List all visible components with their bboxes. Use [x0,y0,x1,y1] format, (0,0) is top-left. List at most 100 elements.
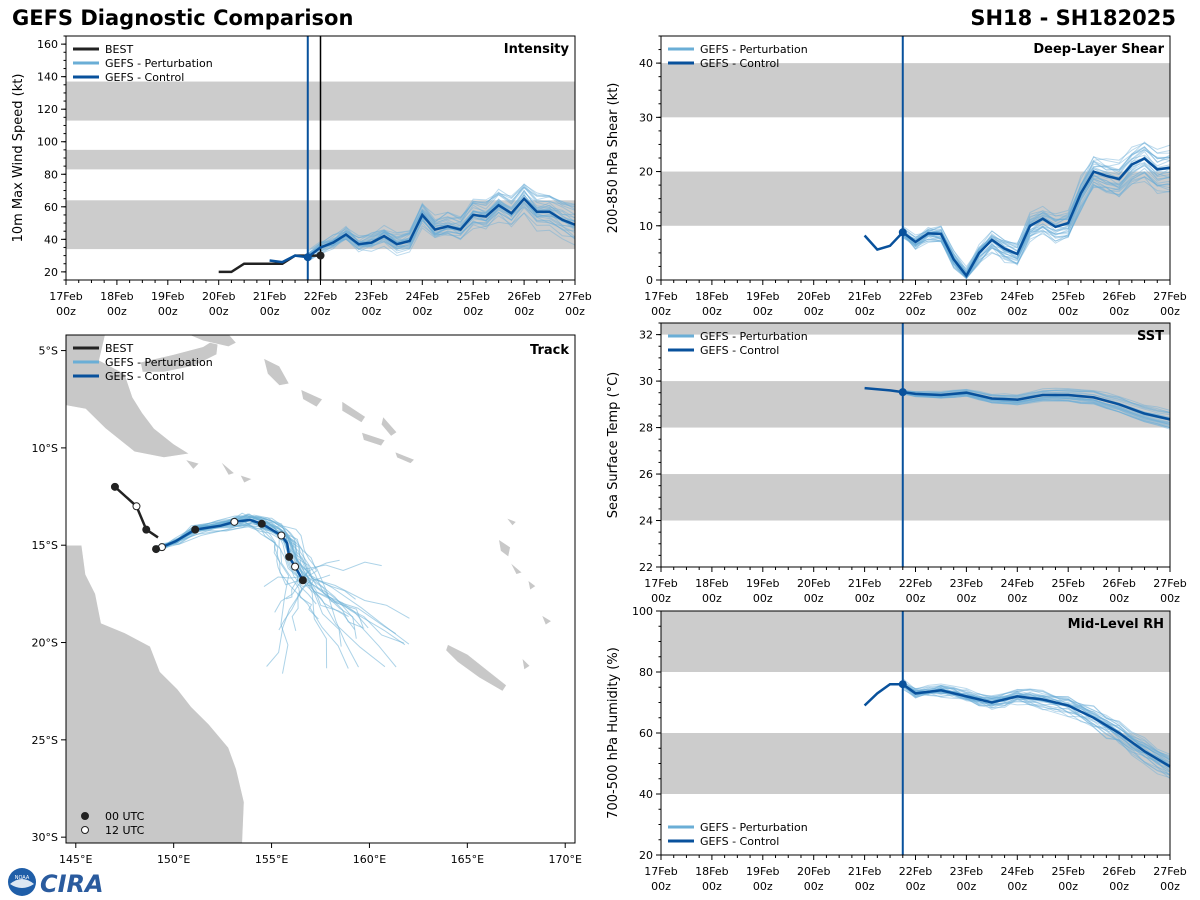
legend-label-2: GEFS - Control [105,370,184,383]
perturbation-line [902,148,1171,273]
perturbation-line [902,682,1171,779]
x-tick-label: 23Feb [355,290,388,303]
x-tick-sublabel: 00z [158,305,178,318]
control-series-line [863,157,1171,278]
x-tick-sublabel: 00z [1109,592,1129,605]
x-tick-label: 20Feb [202,290,235,303]
perturbation-line [902,171,1171,280]
perturbation-line [902,390,1171,414]
x-tick-sublabel: 00z [906,305,926,318]
x-tick-sublabel: 00z [514,305,534,318]
control-series-line [864,386,1171,421]
perturbation-line [307,185,576,252]
perturbation-line [902,389,1171,414]
new-britain-land [140,336,220,373]
solomon-island-2 [361,431,386,447]
perturbation-line [902,678,1171,758]
lon-tick-label: 150°E [157,853,190,866]
perturbation-line [902,390,1171,416]
lat-tick-label: 10°S [32,442,58,455]
x-tick-label: 26Feb [1102,290,1135,303]
control-track-point [285,552,294,561]
vanuatu-island-0 [498,538,511,558]
x-tick-sublabel: 00z [651,592,671,605]
perturbation-line [902,392,1171,425]
perturbation-line [902,392,1171,426]
y-tick-label: 10 [639,220,653,233]
x-tick-label: 25Feb [1051,865,1084,878]
x-tick-sublabel: 00z [1109,305,1129,318]
perturbation-line [902,141,1171,271]
x-tick-sublabel: 00z [906,592,926,605]
control-track-point [257,519,266,528]
map-frame [65,334,576,844]
noaa-logo-text: NOAA [15,875,30,881]
perturbation-line [902,682,1171,759]
x-tick-label: 20Feb [797,290,830,303]
x-tick-label: 27Feb [1153,865,1186,878]
perturbation-line [902,180,1171,280]
y-axis-label: 700-500 hPa Humidity (%) [606,647,621,819]
x-tick-label: 22Feb [304,290,337,303]
legend-label-1: GEFS - Control [700,835,779,848]
x-tick-sublabel: 00z [702,305,722,318]
legend-label-0: BEST [105,342,133,355]
lat-tick-label: 5°S [39,345,58,358]
new-caledonia-land [445,644,507,692]
init-point [898,388,907,397]
y-tick-label: 40 [44,233,58,246]
loyalty-island [521,657,531,671]
y-tick-label: 24 [639,515,653,528]
lat-tick-label: 30°S [32,831,58,844]
x-tick-label: 21Feb [848,290,881,303]
x-tick-label: 24Feb [406,290,439,303]
marker-legend-label-0: 00 UTC [105,810,145,823]
panel-rh: 20 40 60 80 100 17Feb 00z 18Feb 00z 19Feb 00z 20Feb… [606,605,1187,893]
y-axis-label: Sea Surface Temp (°C) [606,372,621,519]
vanuatu-island-4 [505,517,517,527]
panel-intensity: 20 40 60 80 100 120 140 160 17Feb 00z 18Feb 00z 19Fe… [11,35,592,318]
x-tick-sublabel: 00z [753,880,773,893]
x-tick-label: 20Feb [797,577,830,590]
x-tick-sublabel: 00z [1058,305,1078,318]
solomon-island-0 [300,388,323,408]
y-tick-label: 100 [632,605,653,618]
x-tick-label: 25Feb [1051,290,1084,303]
perturbation-line [307,206,576,259]
x-tick-sublabel: 00z [753,305,773,318]
perturbation-line [307,186,576,255]
x-tick-sublabel: 00z [651,305,671,318]
perturbation-line [902,176,1171,280]
perturbation-line [902,688,1171,776]
x-tick-sublabel: 00z [1058,880,1078,893]
y-tick-label: 30 [639,111,653,124]
perturbation-line [902,686,1171,772]
legend-label-0: GEFS - Perturbation [700,43,808,56]
x-tick-label: 17Feb [644,577,677,590]
y-axis-label: 200-850 hPa Shear (kt) [606,83,621,234]
x-tick-label: 26Feb [507,290,540,303]
perturbation-line [902,684,1171,755]
page-title: GEFS Diagnostic Comparison [12,6,354,30]
x-tick-sublabel: 00z [362,305,382,318]
x-tick-label: 27Feb [558,290,591,303]
perturbation-line [902,162,1171,278]
y-axis-label: 10m Max Wind Speed (kt) [11,74,26,243]
marker-legend-label-1: 12 UTC [105,824,145,837]
x-tick-label: 19Feb [746,290,779,303]
perturbation-line [902,142,1171,268]
x-tick-sublabel: 00z [1007,592,1027,605]
perturbation-line [902,392,1171,428]
band-0 [661,733,1170,794]
band-0 [661,171,1170,226]
perturbation-line [902,388,1171,413]
x-tick-label: 18Feb [695,290,728,303]
lon-tick-label: 160°E [353,853,386,866]
x-tick-sublabel: 00z [1160,305,1180,318]
perturbation-line [307,186,576,256]
control-series-line [863,682,1171,768]
louisiade-island-2 [239,474,253,484]
perturbation-line [902,682,1171,760]
x-tick-label: 17Feb [644,290,677,303]
